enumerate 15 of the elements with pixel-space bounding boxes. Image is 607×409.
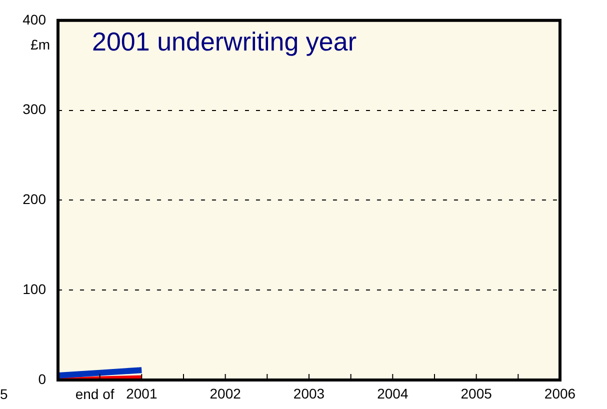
chart-title: 2001 underwriting year (92, 26, 357, 57)
text: 5 (0, 386, 8, 402)
x-tick-label: 2006 (544, 385, 576, 402)
y-tick-label: 100 (22, 280, 46, 297)
y-tick-label: 400 (22, 11, 46, 28)
x-tick-label: 2005 (460, 385, 492, 402)
y-axis-title: £m (30, 36, 50, 52)
y-tick-label: 300 (22, 101, 46, 118)
y-tick-label: 0 (38, 370, 46, 387)
x-tick-label: 2001 (126, 385, 158, 402)
text: end of (75, 386, 114, 402)
y-tick-label: 200 (22, 191, 46, 208)
x-tick-label: 2004 (377, 385, 408, 402)
x-tick-label: 2003 (293, 385, 325, 402)
x-tick-label: 2002 (210, 385, 242, 402)
